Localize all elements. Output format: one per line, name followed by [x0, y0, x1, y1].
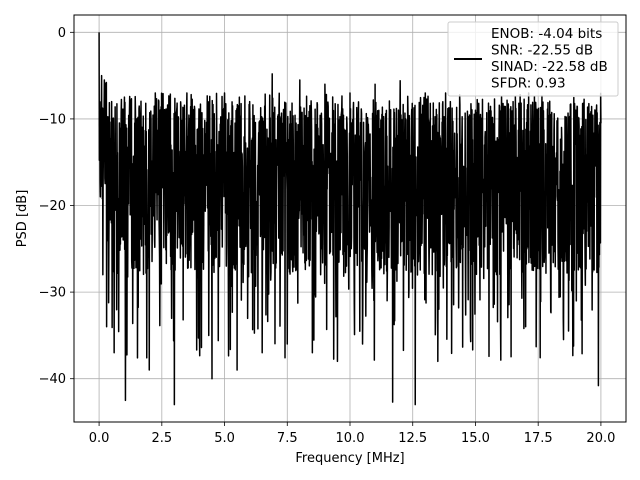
- legend-entry-enob: ENOB: -4.04 bits: [491, 26, 602, 42]
- legend-entry-snr: SNR: -22.55 dB: [491, 43, 593, 59]
- x-tick-label: 12.5: [398, 431, 427, 446]
- y-tick-label: −30: [39, 286, 66, 301]
- x-tick-label: 0.0: [89, 431, 110, 446]
- x-tick-label: 10.0: [336, 431, 365, 446]
- psd-series-line: [98, 32, 602, 406]
- y-tick-label: −10: [39, 112, 66, 127]
- legend: ENOB: -4.04 bits SNR: -22.55 dB SINAD: -…: [447, 21, 619, 97]
- x-tick-label: 20.0: [586, 431, 615, 446]
- legend-entry-sfdr: SFDR: 0.93: [491, 76, 566, 92]
- y-tick-label: 0: [58, 26, 66, 41]
- x-tick-label: 5.0: [214, 431, 235, 446]
- legend-box: [447, 21, 619, 97]
- x-tick-label: 17.5: [524, 431, 553, 446]
- x-axis-ticks: 0.0 2.5 5.0 7.5 10.0 12.5 15.0 17.5 20.0: [89, 422, 615, 446]
- x-axis-label: Frequency [MHz]: [295, 451, 404, 466]
- plot-area: [98, 32, 602, 406]
- y-axis-ticks: 0 −10 −20 −30 −40: [39, 26, 74, 387]
- y-tick-label: −20: [39, 199, 66, 214]
- legend-entry-sinad: SINAD: -22.58 dB: [491, 59, 608, 75]
- y-axis-label: PSD [dB]: [15, 190, 30, 248]
- x-tick-label: 2.5: [151, 431, 172, 446]
- x-tick-label: 7.5: [277, 431, 298, 446]
- x-tick-label: 15.0: [461, 431, 490, 446]
- y-tick-label: −40: [39, 372, 66, 387]
